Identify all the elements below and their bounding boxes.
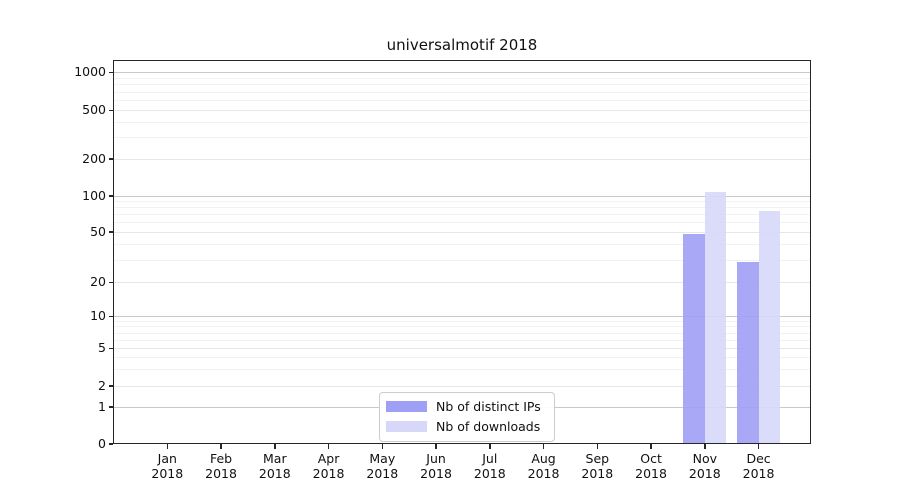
- x-tick-label: Sep 2018: [581, 451, 614, 481]
- x-tick-mark: [381, 444, 384, 449]
- gridline: [113, 316, 811, 317]
- x-tick-mark: [542, 444, 545, 449]
- y-tick-label: 1: [98, 398, 106, 414]
- gridline: [113, 357, 811, 359]
- y-tick-mark: [108, 443, 113, 445]
- bar-nov-downloads: [704, 192, 727, 444]
- gridline: [113, 244, 811, 245]
- legend-label-downloads: Nb of downloads: [436, 418, 541, 434]
- gridline: [113, 231, 811, 233]
- y-tick-mark: [108, 347, 113, 350]
- gridline: [113, 77, 811, 79]
- legend: Nb of distinct IPs Nb of downloads: [379, 392, 555, 442]
- gridline: [113, 282, 811, 284]
- gridline: [113, 385, 811, 387]
- plot-area: Nb of distinct IPs Nb of downloads: [113, 60, 811, 444]
- gridline: [113, 320, 811, 322]
- legend-item-distinct-ips: Nb of distinct IPs: [386, 396, 548, 416]
- gridline: [113, 207, 811, 209]
- gridline: [113, 84, 811, 86]
- gridline: [113, 201, 811, 203]
- gridline: [113, 339, 811, 341]
- y-tick-label: 100: [82, 187, 106, 203]
- y-tick-label: 50: [90, 223, 106, 239]
- gridline: [113, 222, 811, 224]
- gridline: [113, 121, 811, 123]
- x-tick-mark: [704, 444, 706, 449]
- bar-dec-distinct-ips: [737, 261, 759, 444]
- x-tick-label: Mar 2018: [258, 451, 291, 481]
- gridline: [113, 91, 811, 93]
- gridline: [113, 348, 811, 350]
- gridline: [113, 158, 811, 160]
- y-tick-mark: [108, 158, 113, 160]
- y-tick-label: 20: [90, 274, 106, 290]
- gridline: [113, 326, 811, 328]
- y-tick-label: 10: [90, 308, 106, 323]
- x-tick-label: Dec 2018: [742, 451, 775, 481]
- x-tick-label: Feb 2018: [205, 451, 237, 481]
- y-tick-mark: [108, 71, 113, 73]
- x-tick-mark: [757, 444, 760, 449]
- legend-swatch-downloads-icon: [386, 420, 427, 432]
- legend-item-downloads: Nb of downloads: [386, 416, 548, 436]
- y-tick-mark: [108, 109, 113, 111]
- gridline: [113, 195, 811, 197]
- gridline: [113, 72, 811, 73]
- y-tick-mark: [108, 231, 113, 233]
- y-tick-label: 0: [98, 435, 106, 451]
- x-tick-mark: [435, 444, 437, 449]
- x-tick-label: Aug 2018: [527, 451, 560, 481]
- y-tick-label: 5: [98, 340, 106, 356]
- gridline: [113, 137, 811, 139]
- y-tick-label: 2: [98, 377, 106, 393]
- x-tick-label: Nov 2018: [688, 451, 721, 481]
- x-axis: Jan 2018 Feb 2018 Mar 2018 Apr 2018 May 2018 Jun 20…: [113, 444, 811, 494]
- x-tick-mark: [650, 444, 652, 449]
- y-tick-label: 1000: [74, 64, 106, 79]
- x-tick-mark: [596, 444, 599, 449]
- y-tick-mark: [108, 385, 113, 387]
- gridline: [113, 100, 811, 101]
- gridline: [113, 369, 811, 371]
- gridline: [113, 214, 811, 216]
- y-tick-label: 500: [82, 102, 106, 117]
- gridline: [113, 110, 811, 111]
- y-tick-mark: [108, 315, 113, 317]
- x-tick-label: Oct 2018: [635, 451, 667, 481]
- x-tick-label: May 2018: [366, 451, 399, 481]
- x-tick-mark: [274, 444, 276, 449]
- chart-title: universalmotif 2018: [386, 36, 538, 54]
- x-tick-label: Jan 2018: [151, 451, 184, 481]
- x-tick-label: Jun 2018: [420, 451, 452, 481]
- x-tick-mark: [489, 444, 491, 449]
- legend-label-distinct-ips: Nb of distinct IPs: [436, 398, 541, 414]
- gridline: [113, 332, 811, 334]
- x-tick-label: Apr 2018: [312, 451, 345, 481]
- bar-nov-distinct-ips: [683, 234, 705, 444]
- y-tick-mark: [108, 195, 113, 197]
- legend-swatch-distinct-ips-icon: [386, 400, 427, 412]
- y-tick-label: 200: [82, 150, 106, 166]
- y-tick-mark: [108, 281, 113, 284]
- x-tick-mark: [327, 444, 330, 449]
- y-axis: 0 1 2 5 10 20 50 100 200 500 1000: [0, 60, 113, 451]
- gridline: [113, 259, 811, 261]
- x-tick-mark: [220, 444, 222, 449]
- bar-dec-downloads: [758, 211, 780, 444]
- x-tick-label: Jul 2018: [473, 451, 506, 481]
- y-tick-mark: [108, 406, 113, 408]
- x-tick-mark: [166, 444, 169, 449]
